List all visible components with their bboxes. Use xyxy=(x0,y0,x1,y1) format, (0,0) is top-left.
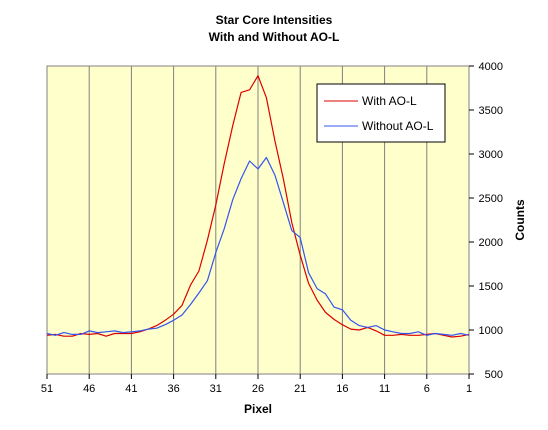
chart-title-line-1: Star Core Intensities xyxy=(216,13,333,27)
y-tick-label: 2000 xyxy=(479,237,503,249)
y-axis-label: Counts xyxy=(513,199,527,241)
x-tick-label: 41 xyxy=(125,383,137,395)
y-tick-label: 4000 xyxy=(479,61,503,73)
x-tick-label: 46 xyxy=(83,383,95,395)
series-line-without-ao-l xyxy=(46,156,470,336)
series-lines xyxy=(46,75,470,338)
x-tick-label: 21 xyxy=(294,383,306,395)
x-tick-label: 26 xyxy=(252,383,264,395)
x-tick-label: 1 xyxy=(466,383,472,395)
x-tick-label: 36 xyxy=(167,383,179,395)
legend-label-without-ao-l: Without AO-L xyxy=(362,119,434,133)
y-tick-label: 3500 xyxy=(479,105,503,117)
x-tick-label: 11 xyxy=(379,383,390,395)
y-axis-ticks: 500 1000 1500 2000 2500 3000 3500 4000 xyxy=(469,61,503,381)
series-line-with-ao-l xyxy=(46,75,470,338)
legend-label-with-ao-l: With AO-L xyxy=(362,94,417,108)
x-tick-label: 51 xyxy=(41,383,53,395)
legend: With AO-L Without AO-L xyxy=(316,83,446,143)
x-axis-ticks: 51 46 41 36 31 26 21 16 11 6 1 xyxy=(41,374,472,395)
y-tick-label: 1000 xyxy=(479,325,503,337)
x-tick-label: 31 xyxy=(210,383,222,395)
x-axis-label: Pixel xyxy=(244,402,272,416)
y-tick-label: 2500 xyxy=(479,193,503,205)
x-tick-label: 16 xyxy=(336,383,348,395)
x-tick-label: 6 xyxy=(424,383,430,395)
y-tick-label: 1500 xyxy=(479,281,503,293)
chart-title-line-2: With and Without AO-L xyxy=(209,30,340,44)
y-tick-label: 500 xyxy=(485,369,503,381)
y-tick-label: 3000 xyxy=(479,149,503,161)
legend-box xyxy=(316,83,446,143)
